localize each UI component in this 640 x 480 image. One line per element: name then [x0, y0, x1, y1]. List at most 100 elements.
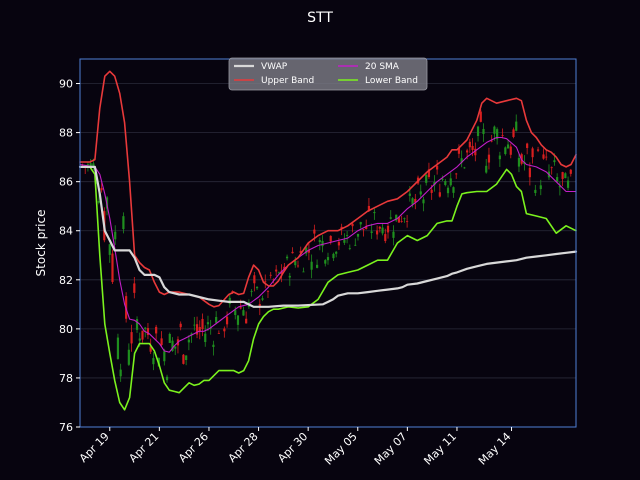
candle-body — [234, 310, 237, 316]
candle-body — [114, 231, 117, 240]
candle-body — [182, 354, 185, 364]
y-tick-label: 86 — [59, 176, 73, 189]
candle-body — [389, 217, 392, 219]
candle-body — [116, 337, 120, 359]
candle-body — [501, 135, 504, 136]
candle-body — [291, 251, 294, 254]
candle-body — [365, 226, 368, 229]
candle-body — [201, 318, 204, 330]
candle-body — [305, 247, 308, 254]
candle-body — [381, 227, 384, 234]
candle-body — [536, 149, 540, 151]
candle-body — [539, 185, 542, 190]
candle-body — [460, 158, 463, 163]
legend-label-lower-band: Lower Band — [365, 76, 418, 86]
candle-body — [528, 167, 531, 178]
candle-body — [326, 257, 330, 261]
candle-body — [225, 316, 229, 325]
candle-body — [485, 165, 488, 173]
candle-body — [468, 141, 471, 148]
candle-body — [141, 330, 144, 340]
candle-body — [138, 338, 141, 341]
candle-body — [108, 244, 111, 255]
candle-body — [111, 253, 114, 283]
candle-body — [482, 128, 485, 134]
candle-body — [436, 165, 439, 170]
candle-body — [444, 181, 447, 185]
y-tick-label: 80 — [59, 323, 73, 336]
candle-body — [152, 358, 155, 365]
candle-body — [294, 261, 297, 266]
candle-body — [449, 178, 452, 186]
candle-body — [285, 256, 289, 259]
candle-body — [515, 121, 518, 131]
candle-body — [168, 333, 171, 343]
candle-body — [553, 160, 556, 163]
candle-body — [130, 332, 133, 344]
candle-body — [446, 187, 450, 194]
candle-body — [296, 265, 300, 267]
candle-body — [100, 187, 103, 191]
series-line-vwap — [78, 165, 578, 308]
candle-body — [236, 315, 240, 325]
candle-body — [127, 349, 130, 365]
candle-body — [359, 222, 362, 225]
candle-body — [217, 333, 220, 334]
candle-body — [187, 339, 190, 343]
candle-body — [223, 328, 226, 332]
candle-body — [422, 199, 425, 204]
series-line-20-sma — [79, 136, 577, 353]
candle-body — [509, 146, 512, 155]
candle-body — [556, 177, 559, 182]
candle-body — [122, 216, 125, 230]
candle-body — [190, 333, 193, 336]
candle-body — [367, 205, 371, 211]
candle-body — [206, 322, 210, 325]
candle-body — [351, 223, 354, 227]
chart-title: STT — [307, 10, 333, 26]
candle-body — [92, 163, 95, 167]
candle-body — [324, 260, 327, 264]
candle-body — [135, 319, 139, 330]
candle-body — [348, 248, 351, 249]
candle-body — [185, 355, 188, 361]
candle-body — [215, 316, 218, 323]
candle-body — [231, 291, 234, 293]
candle-body — [198, 327, 201, 332]
candle-body — [564, 173, 567, 179]
y-tick-label: 76 — [59, 421, 73, 434]
candle-body — [321, 240, 324, 247]
candle-body — [345, 234, 349, 236]
candle-body — [97, 201, 100, 203]
y-tick-label: 88 — [59, 127, 73, 140]
candle-body — [569, 169, 572, 174]
candle-body — [414, 198, 417, 203]
candle-body — [476, 126, 480, 137]
candle-body — [144, 327, 147, 329]
candle-body — [275, 269, 278, 272]
candle-body — [242, 310, 245, 316]
candle-body — [397, 217, 401, 223]
candle-body — [370, 231, 373, 233]
candle-body — [504, 147, 507, 155]
candle-body — [165, 376, 169, 381]
candle-body — [269, 274, 272, 276]
candle-body — [466, 150, 469, 153]
y-tick-label: 90 — [59, 78, 73, 91]
candle-body — [277, 272, 280, 274]
candle-body — [261, 298, 264, 300]
candle-body — [496, 129, 499, 140]
candle-body — [386, 225, 390, 233]
series-line-upper-band — [79, 70, 577, 308]
candle-body — [534, 189, 537, 194]
candle-body — [517, 157, 521, 167]
candle-body — [86, 164, 90, 165]
candle-body — [384, 234, 387, 242]
candle-body — [250, 291, 253, 292]
legend-box — [228, 57, 428, 91]
candle-body — [542, 154, 545, 159]
candle-body — [427, 169, 431, 178]
candle-body — [378, 226, 381, 229]
y-axis-label: Stock price — [34, 210, 48, 277]
candle-body — [566, 180, 570, 188]
